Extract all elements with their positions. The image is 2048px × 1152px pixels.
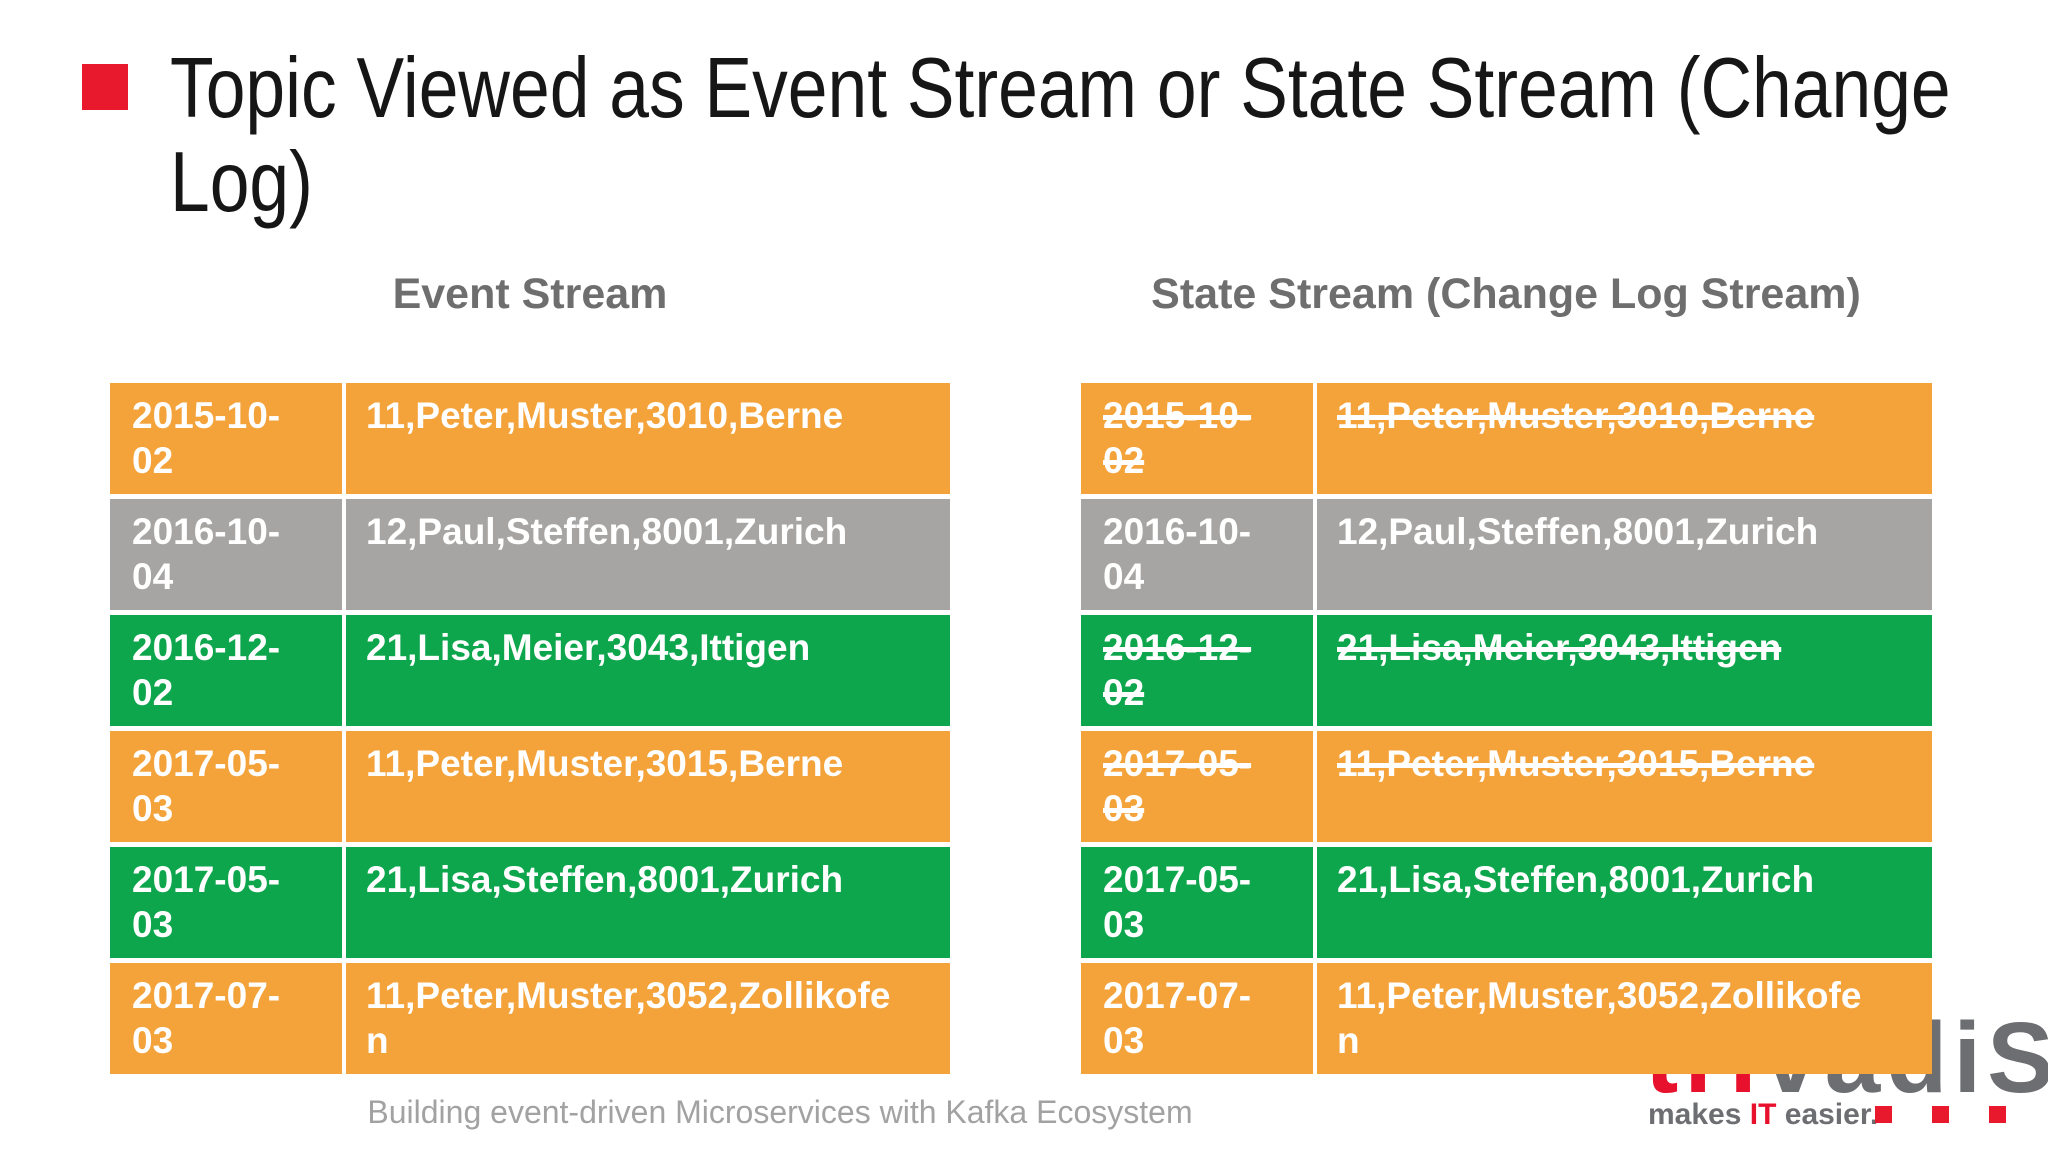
table-row: 2016-10-04 12,Paul,Steffen,8001,Zurich xyxy=(1081,499,1932,610)
row-value-cell: 11,Peter,Muster,3010,Berne xyxy=(1317,383,1932,494)
tagline-accent: IT xyxy=(1749,1098,1777,1131)
table-row: 2016-10-04 12,Paul,Steffen,8001,Zurich xyxy=(110,499,950,610)
row-date-cell: 2017-07-03 xyxy=(1081,963,1313,1074)
row-value-cell: 21,Lisa,Steffen,8001,Zurich xyxy=(1317,847,1932,958)
row-value-cell: 12,Paul,Steffen,8001,Zurich xyxy=(1317,499,1932,610)
table-row: 2017-07-03 11,Peter,Muster,3052,Zollikofe… xyxy=(110,963,950,1074)
row-date-cell: 2017-05-03 xyxy=(110,847,342,958)
row-value-cell: 11,Peter,Muster,3015,Berne xyxy=(346,731,950,842)
page-title: Topic Viewed as Event Stream or State St… xyxy=(170,41,1951,230)
row-date-cell: 2017-05-03 xyxy=(1081,731,1313,842)
row-value-cell: 21,Lisa,Meier,3043,Ittigen xyxy=(1317,615,1932,726)
row-date-cell: 2017-05-03 xyxy=(1081,847,1313,958)
table-row: 2017-07-03 11,Peter,Muster,3052,Zollikofe… xyxy=(1081,963,1932,1074)
table-row: 2017-05-03 11,Peter,Muster,3015,Berne xyxy=(110,731,950,842)
red-square-icon xyxy=(1875,1106,1892,1123)
footer-text: Building event-driven Microservices with… xyxy=(367,1094,1193,1130)
table-row: 2017-05-03 11,Peter,Muster,3015,Berne xyxy=(1081,731,1932,842)
table-row: 2017-05-03 21,Lisa,Steffen,8001,Zurich xyxy=(110,847,950,958)
row-date-cell: 2016-12-02 xyxy=(110,615,342,726)
state-stream-table: 2015-10-02 11,Peter,Muster,3010,Berne 2016… xyxy=(1081,383,1932,1074)
row-date-cell: 2017-05-03 xyxy=(110,731,342,842)
row-value-cell: 11,Peter,Muster,3010,Berne xyxy=(346,383,950,494)
row-date-cell: 2017-07-03 xyxy=(110,963,342,1074)
table-row: 2015-10-02 11,Peter,Muster,3010,Berne xyxy=(110,383,950,494)
title-bullet-icon xyxy=(82,64,128,110)
logo-tagline: makes IT easier. xyxy=(1648,1098,1878,1132)
wordmark-cap-s: S xyxy=(1987,1002,2048,1114)
table-row: 2016-12-02 21,Lisa,Meier,3043,Ittigen xyxy=(110,615,950,726)
tagline-text: easier. xyxy=(1776,1098,1879,1131)
row-date-cell: 2015-10-02 xyxy=(1081,383,1313,494)
table-row: 2015-10-02 11,Peter,Muster,3010,Berne xyxy=(1081,383,1932,494)
table-row: 2017-05-03 21,Lisa,Steffen,8001,Zurich xyxy=(1081,847,1932,958)
red-square-icon xyxy=(1989,1106,2006,1123)
row-date-cell: 2016-10-04 xyxy=(110,499,342,610)
row-date-cell: 2016-10-04 xyxy=(1081,499,1313,610)
row-value-cell: 21,Lisa,Steffen,8001,Zurich xyxy=(346,847,950,958)
row-value-cell: 11,Peter,Muster,3052,Zollikofen xyxy=(1317,963,1932,1074)
row-value-cell: 11,Peter,Muster,3015,Berne xyxy=(1317,731,1932,842)
row-value-cell: 21,Lisa,Meier,3043,Ittigen xyxy=(346,615,950,726)
row-date-cell: 2015-10-02 xyxy=(110,383,342,494)
logo-red-squares xyxy=(1875,1106,2006,1123)
event-stream-header: Event Stream xyxy=(392,270,668,318)
state-stream-header: State Stream (Change Log Stream) xyxy=(1151,270,1861,318)
tagline-text: makes xyxy=(1648,1098,1750,1131)
row-value-cell: 12,Paul,Steffen,8001,Zurich xyxy=(346,499,950,610)
table-row: 2016-12-02 21,Lisa,Meier,3043,Ittigen xyxy=(1081,615,1932,726)
red-square-icon xyxy=(1932,1106,1949,1123)
row-date-cell: 2016-12-02 xyxy=(1081,615,1313,726)
event-stream-table: 2015-10-02 11,Peter,Muster,3010,Berne 2016… xyxy=(110,383,950,1074)
row-value-cell: 11,Peter,Muster,3052,Zollikofen xyxy=(346,963,950,1074)
